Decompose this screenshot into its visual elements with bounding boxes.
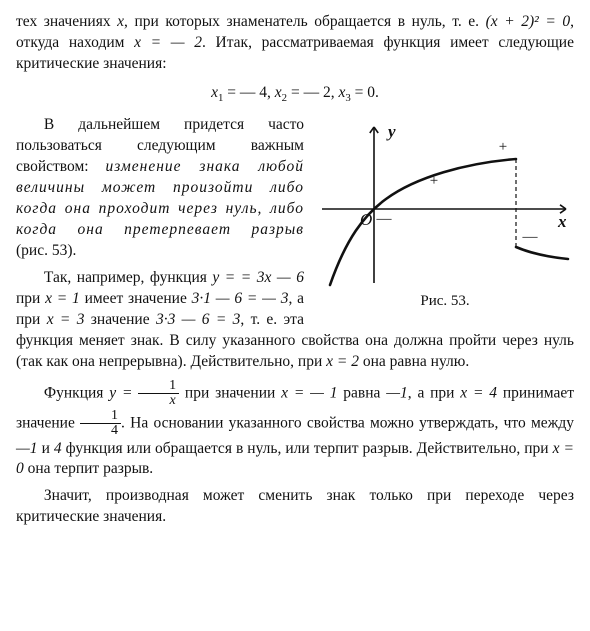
text: при	[16, 290, 45, 307]
paragraph-1: тех значениях x, при которых знаменатель…	[16, 12, 574, 75]
svg-text:O: O	[360, 210, 372, 229]
text: имеет значе­ние	[80, 290, 192, 307]
paragraph-5: Значит, производная может сменить знак т…	[16, 486, 574, 528]
text: (рис. 53).	[16, 242, 76, 259]
eq: =	[287, 84, 304, 101]
text: значение	[84, 311, 156, 328]
critical-values-display: x1 = — 4, x2 = — 2, x3 = 0.	[16, 83, 574, 106]
text: , при которых знаменатель обращается в н…	[124, 13, 486, 30]
fraction-1-over-4: 14	[80, 409, 121, 439]
equation: x = 3	[47, 311, 85, 328]
numerator: 1	[80, 409, 121, 424]
text: Функция	[44, 384, 109, 401]
svg-text:+: +	[430, 173, 438, 189]
value: —1	[386, 384, 408, 401]
equation: x = — 2	[134, 34, 202, 51]
text: и	[38, 440, 54, 457]
text: . На основании указанного свой­ства можн…	[121, 414, 574, 431]
text: равна	[337, 384, 386, 401]
v3: 0.	[367, 84, 379, 101]
text: она равна нулю.	[359, 353, 469, 370]
denominator: 4	[80, 424, 121, 439]
value: 4	[54, 440, 62, 457]
text: Так, например, функция	[44, 269, 213, 286]
text: , а при	[408, 384, 461, 401]
text: тех значениях	[16, 13, 117, 30]
eq: =	[351, 84, 368, 101]
equation: (x + 2)² = 0	[486, 13, 571, 30]
v1: — 4,	[240, 84, 275, 101]
equation: 3·1 — 6 = — 3	[192, 290, 289, 307]
fraction-1-over-x: 1x	[138, 379, 179, 409]
svg-text:+: +	[499, 139, 507, 155]
variable-x: x	[117, 13, 124, 30]
text: функция или обращается в нуль, или терпи…	[62, 440, 553, 457]
x2: x	[275, 84, 282, 101]
x1: x	[211, 84, 218, 101]
equation: 3·3 — 6 = 3	[156, 311, 240, 328]
svg-text:x: x	[557, 212, 567, 231]
equation: x = 1	[45, 290, 80, 307]
figure-caption: Рис. 53.	[316, 291, 574, 311]
denominator: x	[138, 394, 179, 409]
text: она терпит разрыв.	[24, 460, 153, 477]
eq-lhs: y =	[109, 384, 138, 401]
equation: x = — 1	[281, 384, 337, 401]
equation: y = = 3x — 6	[212, 269, 304, 286]
svg-text:y: y	[386, 122, 396, 141]
svg-text:—: —	[522, 229, 539, 245]
paragraph-4: Функция y = 1x при значении x = — 1 равн…	[16, 379, 574, 481]
numerator: 1	[138, 379, 179, 394]
svg-text:—: —	[376, 211, 393, 227]
equation: x = 2	[326, 353, 359, 370]
figure-plot: y x O + + — —	[316, 119, 574, 289]
equation: x = 4	[460, 384, 497, 401]
value: —1	[16, 440, 38, 457]
v2: — 2,	[304, 84, 339, 101]
text: при значении	[179, 384, 281, 401]
eq: =	[223, 84, 240, 101]
figure-53: y x O + + — — Рис. 53.	[316, 119, 574, 311]
